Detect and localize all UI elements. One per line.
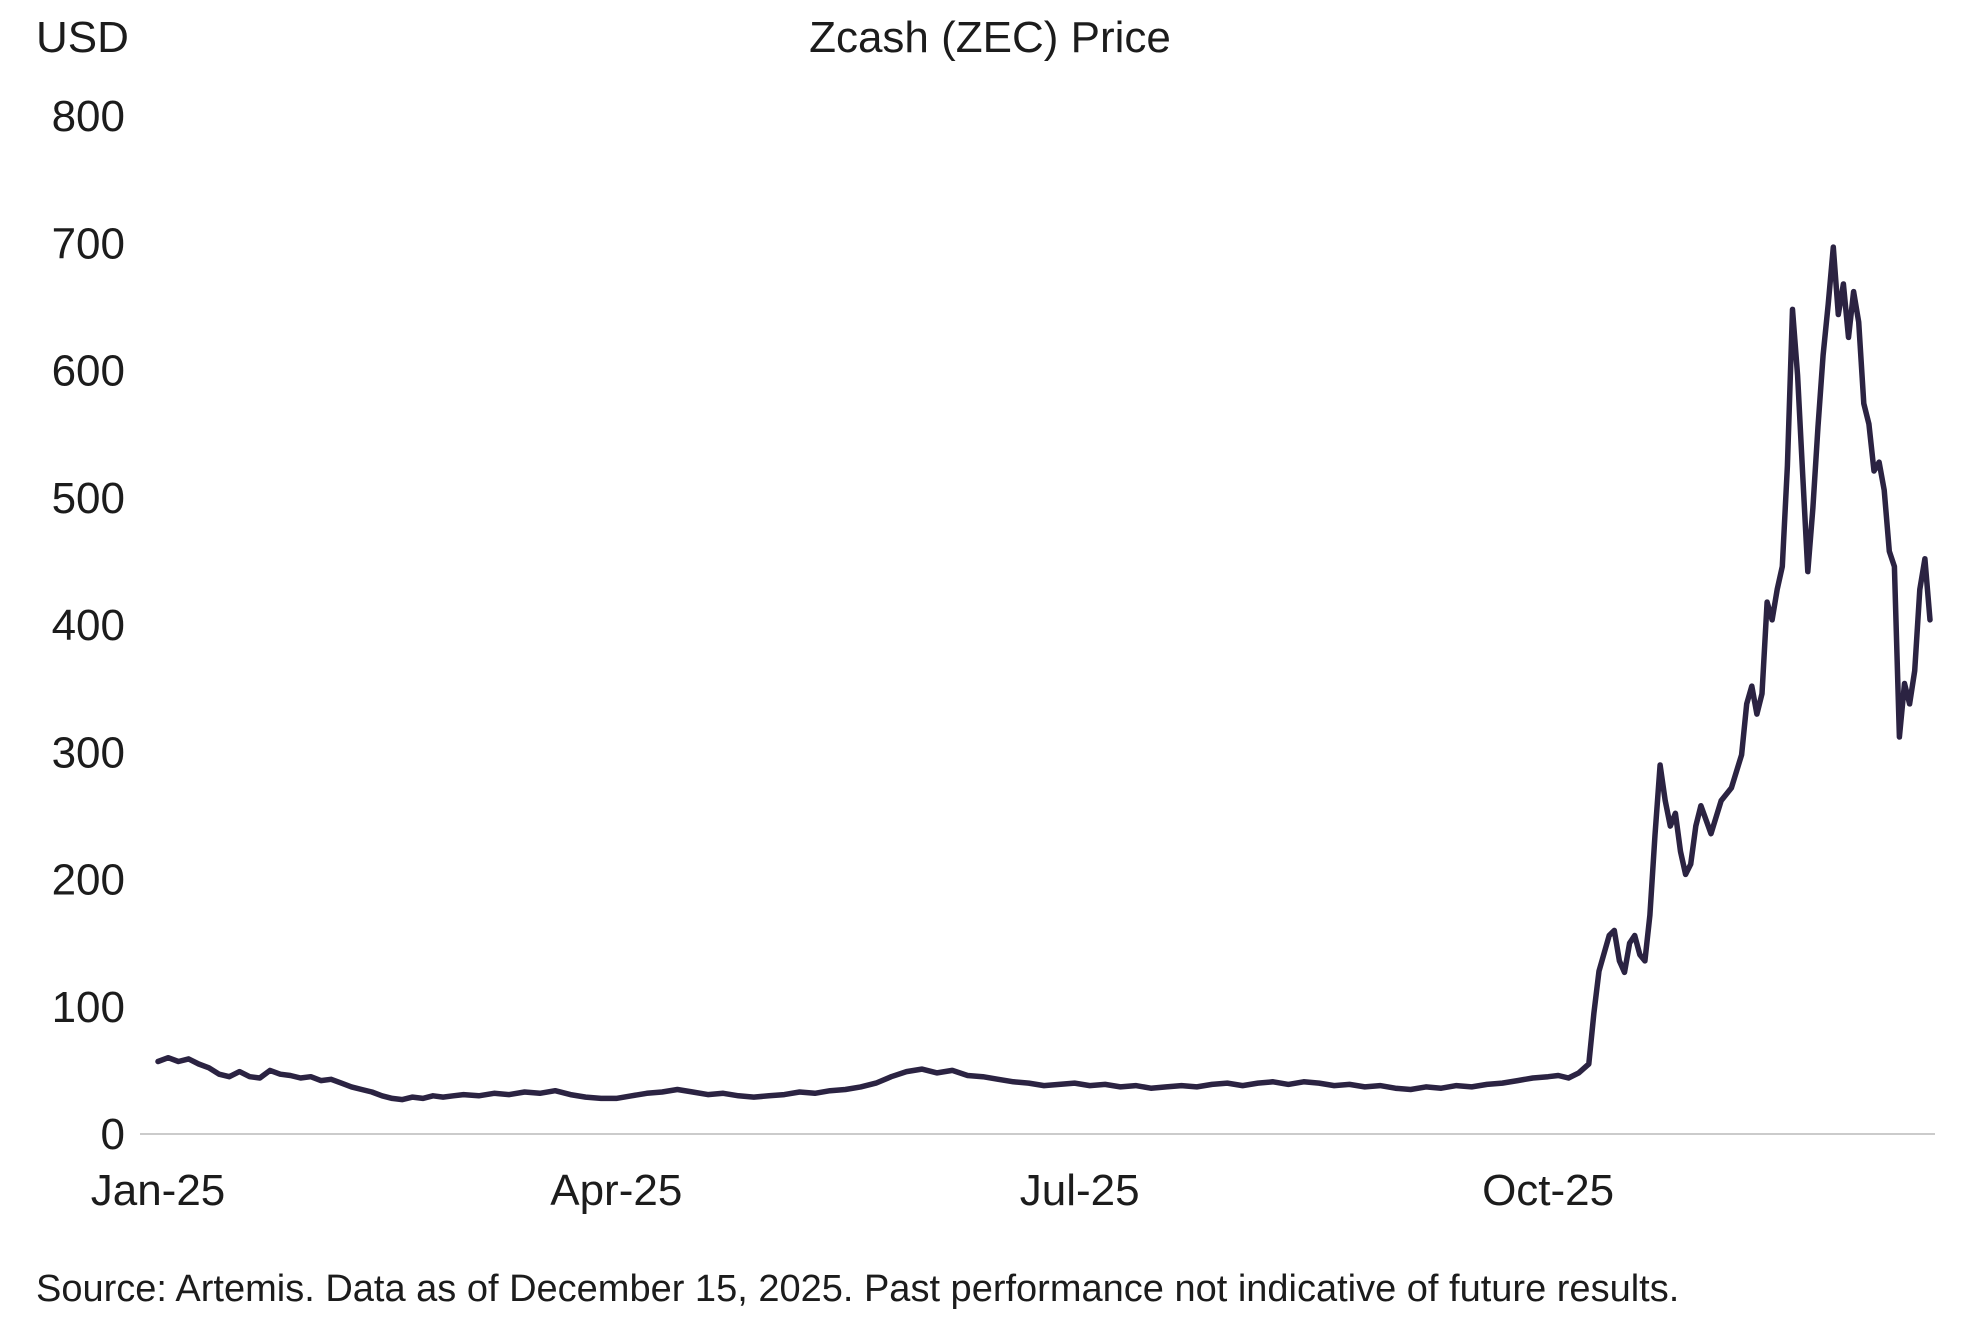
x-tick-label: Jul-25 <box>1020 1166 1140 1215</box>
x-tick-label: Jan-25 <box>91 1166 226 1215</box>
y-tick-label: 200 <box>52 856 125 905</box>
x-tick-label: Oct-25 <box>1482 1166 1614 1215</box>
y-tick-label: 100 <box>52 983 125 1032</box>
chart-title: Zcash (ZEC) Price <box>809 13 1171 62</box>
zec-price-line <box>155 244 1933 1103</box>
y-tick-label: 400 <box>52 601 125 650</box>
y-axis-unit-label: USD <box>36 13 129 62</box>
y-tick-label: 0 <box>101 1110 125 1159</box>
y-tick-label: 800 <box>52 92 125 141</box>
y-tick-label: 300 <box>52 728 125 777</box>
x-tick-label: Apr-25 <box>550 1166 682 1215</box>
y-tick-label: 600 <box>52 347 125 396</box>
y-tick-label: 500 <box>52 474 125 523</box>
source-attribution: Source: Artemis. Data as of December 15,… <box>36 1268 1680 1310</box>
y-tick-label: 700 <box>52 219 125 268</box>
